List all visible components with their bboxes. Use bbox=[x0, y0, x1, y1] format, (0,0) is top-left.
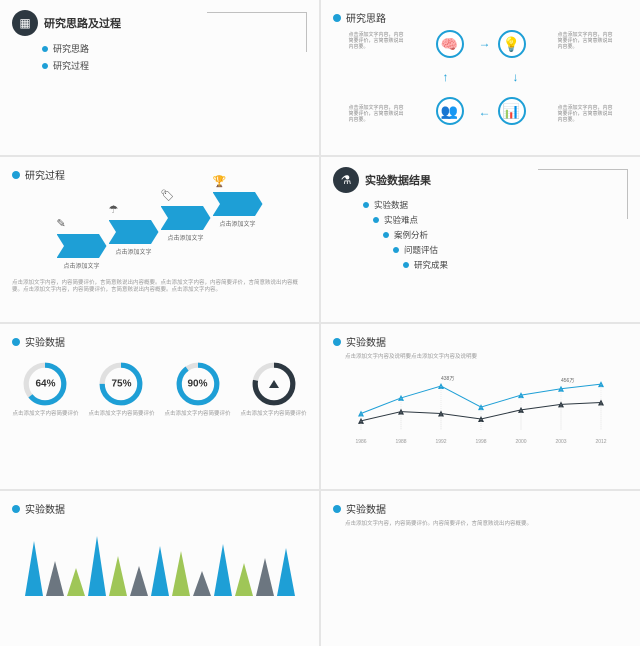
flask-icon: ⚗ bbox=[333, 167, 359, 193]
grid-icon: ▦ bbox=[12, 10, 38, 36]
svg-text:2000: 2000 bbox=[515, 439, 526, 445]
slide-2: 研究思路 🧠 💡 👥 📊 → ← ↑ ↓ 点击添加文字内容，内容简要评价，言简意… bbox=[321, 0, 640, 155]
bulb-icon: 💡 bbox=[498, 30, 526, 58]
svg-text:1988: 1988 bbox=[395, 439, 406, 445]
slide-title: 实验数据 bbox=[346, 501, 386, 516]
svg-text:438万: 438万 bbox=[441, 376, 454, 382]
slide-title: 实验数据结果 bbox=[365, 172, 431, 188]
arrow-flow: ✎点击添加文字☂点击添加文字🏷点击添加文字🏆点击添加文字 bbox=[12, 192, 307, 270]
slide-title: 实验数据 bbox=[25, 334, 65, 349]
brain-icon: 🧠 bbox=[436, 30, 464, 58]
list-item: 研究过程 bbox=[42, 59, 307, 72]
slide-7: 实验数据 bbox=[0, 491, 319, 646]
footer-text: 点击添加文字内容，内容简要评价，言简意赅说出内容概要。点击添加文字内容，内容简要… bbox=[12, 280, 307, 294]
svg-text:2003: 2003 bbox=[555, 439, 566, 445]
slide-1: ▦ 研究思路及过程 研究思路 研究过程 bbox=[0, 0, 319, 155]
cycle-diagram: 🧠 💡 👥 📊 → ← ↑ ↓ 点击添加文字内容，内容简要评价，言简意赅说出内容… bbox=[411, 30, 551, 125]
chart-icon: 📊 bbox=[498, 97, 526, 125]
slide-5: 实验数据 64%点击添加文字内容简要评价75%点击添加文字内容简要评价90%点击… bbox=[0, 324, 319, 489]
slide-title: 研究过程 bbox=[25, 167, 65, 182]
svg-text:2012: 2012 bbox=[595, 439, 606, 445]
line-chart: 1986 1988 1992 1998 2000 2003 2012 438万 456万 bbox=[346, 370, 616, 445]
slide-6: 实验数据 点击添加文字内容及说明要点击添加文字内容及说明要 1986198819… bbox=[321, 324, 640, 489]
slide-title: 实验数据 bbox=[25, 501, 65, 516]
slide-3: 研究过程 ✎点击添加文字☂点击添加文字🏷点击添加文字🏆点击添加文字 点击添加文字… bbox=[0, 157, 319, 322]
slide-grid: ▦ 研究思路及过程 研究思路 研究过程 研究思路 🧠 💡 👥 📊 → ← ↑ ↓… bbox=[0, 0, 640, 646]
slide-title: 研究思路 bbox=[346, 10, 386, 25]
donut-row: 64%点击添加文字内容简要评价75%点击添加文字内容简要评价90%点击添加文字内… bbox=[12, 361, 307, 418]
slide-title: 实验数据 bbox=[346, 334, 386, 349]
svg-text:456万: 456万 bbox=[561, 378, 574, 384]
group-icon: 👥 bbox=[436, 97, 464, 125]
slide-4: ⚗ 实验数据结果 实验数据实验难点案例分析问题评估研究成果 bbox=[321, 157, 640, 322]
triangle-chart bbox=[12, 526, 307, 596]
svg-text:1992: 1992 bbox=[435, 439, 446, 445]
svg-text:1998: 1998 bbox=[475, 439, 486, 445]
slide-8: 实验数据 点击添加文字内容，内容简要评价。内容简要评价，言简意赅说出内容概要。 bbox=[321, 491, 640, 646]
svg-text:1986: 1986 bbox=[355, 439, 366, 445]
slide-title: 研究思路及过程 bbox=[44, 15, 121, 31]
